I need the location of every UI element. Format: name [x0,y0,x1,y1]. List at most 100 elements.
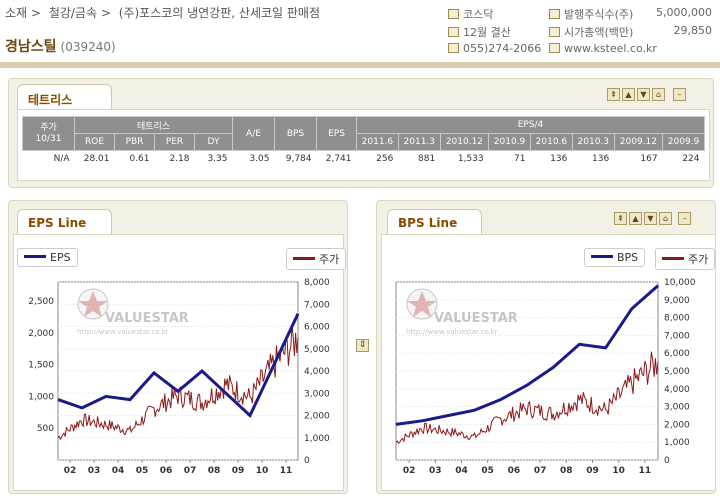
arrow-down-icon[interactable]: ▼ [637,88,650,101]
x-tick-label: 09 [232,466,245,476]
eps-chart-price-series [57,324,299,441]
shares-value: 5,000,000 [656,6,712,19]
right-tick-label: 4,000 [664,385,690,395]
cell-ae: 3.05 [249,154,270,165]
settlement-info: 12월 결산 [448,24,511,40]
header-divider [0,62,720,68]
cell-price: N/A [53,154,70,165]
price-legend-label: 주가 [688,253,709,266]
minimize-icon[interactable]: – [673,88,686,101]
bps-series-line [395,284,659,426]
x-tick-label: 10 [612,466,625,476]
x-tick-label: 10 [256,466,269,476]
eps-series-line [57,313,300,418]
x-tick-label: 08 [208,466,221,476]
bps-legend-price: 주가 [655,248,716,270]
right-tick-label: 6,000 [664,349,690,359]
company-name: 경남스틸 [5,39,57,55]
right-tick-label: 2,000 [304,412,330,422]
arrow-up-icon[interactable]: ▲ [629,212,642,225]
swap-arrows-icon[interactable]: ⇕ [356,339,369,352]
watermark-star-icon [407,291,437,317]
market-label: 코스닥 [463,8,494,21]
mcap-info: 시가총액(백만) [549,24,633,40]
eps-legend-eps: EPS [17,248,78,267]
metrics-panel-controls: ⇞ ▲ ▼ ⌂ – [605,87,686,101]
eps-left-axis: 2,500 2,000 1,500 1,000 500 [28,297,54,434]
website-link[interactable]: www.ksteel.co.kr [564,42,657,55]
left-tick-label: 1,500 [28,361,54,371]
mcap-label: 시가총액(백만) [564,26,634,39]
bps-chart-price-series [395,351,659,445]
x-tick-label: 07 [184,466,197,476]
x-tick-label: 06 [160,466,173,476]
watermark-url: http://www.valuestar.co.kr [77,328,169,336]
header-dy: DY [194,133,233,151]
price-legend-swatch [662,257,684,260]
home-icon[interactable]: ⌂ [652,88,665,101]
x-tick-label: 03 [429,466,442,476]
bps-legend-bps: BPS [584,248,646,267]
right-tick-label: 5,000 [304,345,330,355]
home-icon[interactable]: ⌂ [659,212,672,225]
market-info: 코스닥 [448,6,493,22]
right-tick-label: 4,000 [304,367,330,377]
arrow-down-icon[interactable]: ▼ [644,212,657,225]
scroll-top-icon[interactable]: ⇞ [607,88,620,101]
bps-plot-frame [395,281,659,461]
website-info[interactable]: www.ksteel.co.kr [549,42,657,55]
bps-legend-swatch [591,255,613,258]
cell-bps: 9,784 [285,154,312,165]
x-tick-label: 03 [88,466,101,476]
company-title: 경남스틸 (039240) [5,36,116,56]
cell-eps-quarter: 1,533 [457,154,484,165]
watermark-text: VALUESTAR [105,311,189,326]
header-eps4: EPS/4 [356,116,705,134]
metrics-table-container: 주가 10/31 테트리스 A/E BPS EPS EPS/4 ROE PBR P… [17,109,710,181]
mcap-icon [549,27,560,37]
mcap-value: 29,850 [673,24,713,37]
right-tick-label: 9,000 [664,296,690,306]
right-tick-label: 3,000 [664,403,690,413]
scroll-top-icon[interactable]: ⇞ [614,212,627,225]
cell-eps-quarter: 71 [514,154,526,165]
x-tick-label: 04 [455,466,468,476]
cell-dy: 3.35 [207,154,228,165]
right-tick-label: 7,000 [304,300,330,310]
company-code: (039240) [60,40,116,54]
breadcrumb-item-materials[interactable]: 소재 [5,6,28,20]
x-tick-label: 11 [639,466,652,476]
phone-info: 055)274-2066 [448,42,541,55]
breadcrumb-item-steel[interactable]: 철강/금속 [48,6,98,20]
right-tick-label: 0 [664,456,670,466]
header-price-label: 주가 [40,122,57,133]
right-tick-label: 7,000 [664,331,690,341]
shares-info: 발행주식수(주) [549,6,633,22]
cell-eps-quarter: 167 [640,154,658,165]
arrow-up-icon[interactable]: ▲ [622,88,635,101]
left-tick-label: 500 [37,424,54,434]
eps-chart-svg: 2,500 2,000 1,500 1,000 500 8,000 7,000 6,000 5… [28,278,330,476]
header-date-label: 10/31 [35,133,62,144]
header-eps: EPS [316,116,357,151]
tab-bps-line[interactable]: BPS Line [387,209,482,235]
right-tick-label: 1,000 [664,438,690,448]
right-tick-label: 3,000 [304,389,330,399]
header-tetris: 테트리스 [74,116,233,134]
x-tick-label: 05 [481,466,494,476]
x-tick-label: 11 [280,466,293,476]
metrics-table: 주가 10/31 테트리스 A/E BPS EPS EPS/4 ROE PBR P… [22,116,705,168]
minimize-icon[interactable]: – [678,212,691,225]
cell-eps-quarter: 256 [376,154,394,165]
header-period: 2011.6 [356,133,399,151]
tab-eps-line[interactable]: EPS Line [17,209,112,235]
bps-legend-label: BPS [617,251,639,264]
cell-eps-quarter: 224 [682,154,700,165]
left-tick-label: 2,500 [28,297,54,307]
cell-eps-quarter: 136 [550,154,568,165]
header-pbr: PBR [114,133,155,151]
breadcrumb-item-company-desc[interactable]: (주)포스코의 냉연강판, 산세코일 판매점 [118,6,321,20]
home-icon [549,43,560,53]
phone-icon [448,43,459,53]
tab-tetris[interactable]: 테트리스 [17,84,112,110]
